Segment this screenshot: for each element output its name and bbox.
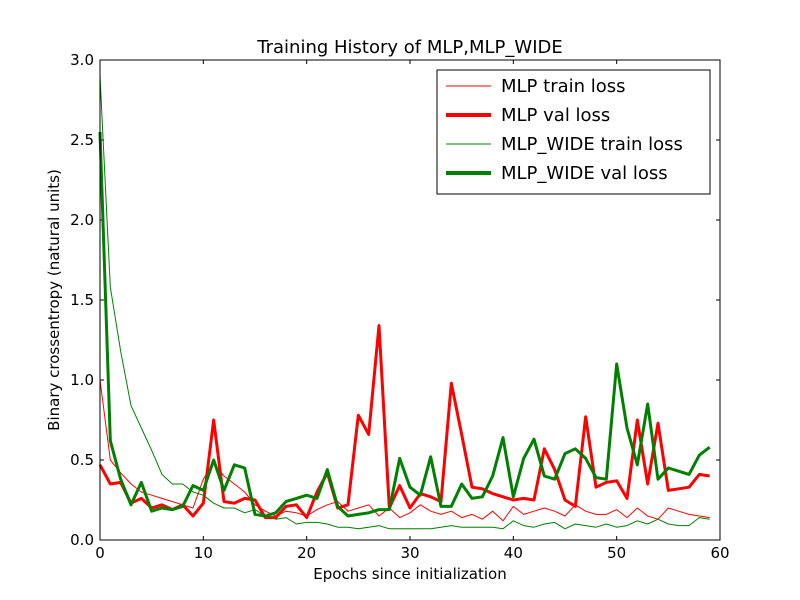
x-tick-label: 60: [710, 544, 729, 562]
series-line-mlp-val-loss: [98, 324, 710, 520]
y-tick-label: 0.0: [70, 531, 94, 549]
series-line-mlp-wide-val-loss: [98, 131, 711, 518]
chart-title: Training History of MLP,MLP_WIDE: [256, 37, 562, 58]
legend-label-mlp-train: MLP train loss: [501, 76, 626, 97]
x-axis: 0 10 20 30 40 50 60: [95, 60, 730, 562]
series-line-mlp-train-loss: [99, 379, 710, 522]
x-tick-label: 40: [504, 544, 523, 562]
x-tick-label: 50: [607, 544, 626, 562]
series-line-mlp-wide-train-loss: [99, 75, 710, 530]
x-tick-label: 10: [194, 544, 213, 562]
y-tick-label: 0.5: [70, 451, 94, 469]
legend-label-mlp-wide-train: MLP_WIDE train loss: [501, 134, 683, 155]
y-tick-label: 1.5: [70, 291, 94, 309]
legend-label-mlp-wide-val: MLP_WIDE val loss: [501, 163, 668, 184]
legend: MLP train loss MLP val loss MLP_WIDE tra…: [436, 69, 711, 195]
x-axis-label: Epochs since initialization: [313, 565, 506, 583]
series-layer: [98, 75, 711, 530]
x-tick-label: 20: [297, 544, 316, 562]
y-axis: 0.0 0.5 1.0 1.5 2.0 2.5 3.0: [70, 51, 720, 549]
legend-label-mlp-val: MLP val loss: [501, 105, 610, 126]
x-tick-label: 30: [400, 544, 419, 562]
y-tick-label: 1.0: [70, 371, 94, 389]
y-axis-label: Binary crossentropy (natural units): [45, 169, 63, 431]
y-tick-label: 3.0: [70, 51, 94, 69]
y-tick-label: 2.5: [70, 131, 94, 149]
plot-frame: [99, 59, 721, 541]
x-tick-label: 0: [95, 544, 105, 562]
y-tick-label: 2.0: [70, 211, 94, 229]
